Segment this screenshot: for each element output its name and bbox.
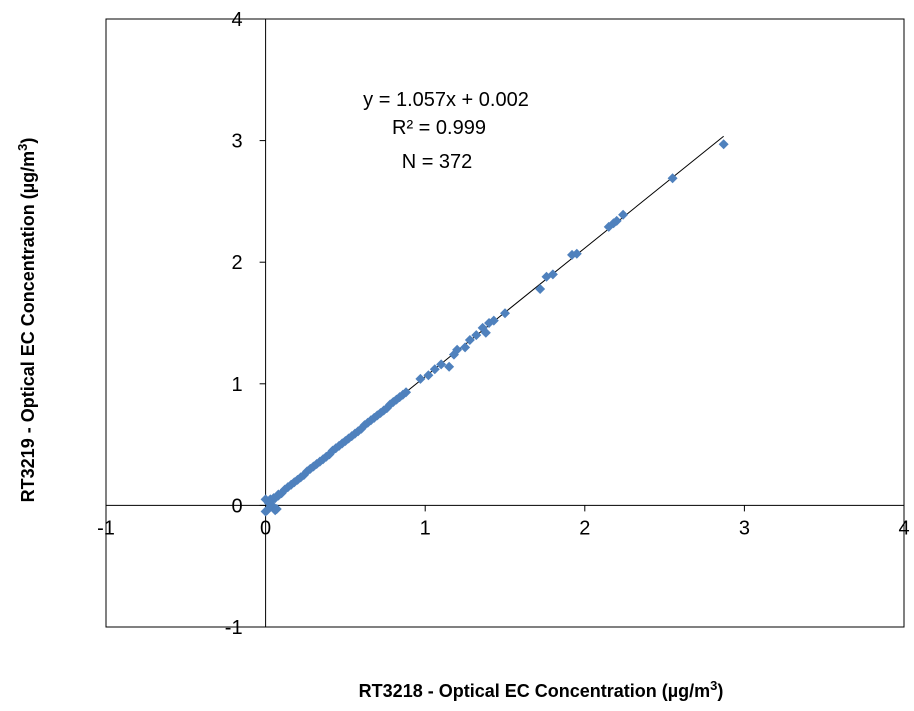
x-axis-label-text: RT3218 - Optical EC Concentration (µg/m	[359, 681, 710, 701]
x-axis-label-superscript: 3	[710, 678, 717, 693]
y-axis-label-superscript: 3	[15, 144, 30, 151]
y-tick-label: 1	[231, 374, 242, 396]
data-point	[611, 215, 622, 226]
n-annotation: N = 372	[402, 151, 473, 173]
equation-annotation: y = 1.057x + 0.002	[363, 89, 529, 111]
x-tick-label: 0	[260, 517, 271, 539]
data-point	[500, 308, 510, 319]
x-axis-label-suffix: )	[717, 681, 723, 701]
data-point	[547, 269, 558, 280]
data-point	[618, 209, 629, 220]
y-axis-label-text: RT3219 - Optical EC Concentration (µg/m	[18, 151, 38, 502]
data-point	[471, 330, 482, 341]
x-tick-label: -1	[97, 517, 115, 539]
data-point	[718, 139, 729, 150]
r-squared-annotation: R² = 0.999	[392, 117, 486, 139]
data-point	[480, 327, 491, 338]
tick-labels: -1 0 1 2 3 4 -1 0 1 2 3 4	[97, 9, 909, 639]
plot-area-border	[105, 18, 905, 628]
data-points	[260, 139, 729, 517]
data-point	[571, 248, 582, 259]
data-point	[401, 387, 412, 398]
x-tick-label: 3	[739, 517, 750, 539]
y-tick-label: 0	[231, 495, 242, 517]
data-point	[452, 344, 463, 355]
y-tick-label: 2	[231, 252, 242, 274]
y-tick-label: 3	[231, 131, 242, 153]
y-tick-label: -1	[225, 617, 243, 639]
data-point	[271, 504, 282, 515]
data-point	[429, 364, 440, 375]
x-axis-label: RT3218 - Optical EC Concentration (µg/m3…	[359, 678, 724, 701]
data-point	[464, 335, 475, 346]
data-point	[488, 315, 499, 326]
data-point	[444, 361, 455, 372]
x-tick-label: 4	[898, 517, 909, 539]
data-point	[436, 359, 447, 370]
y-tick-label: 4	[231, 9, 242, 31]
data-point	[535, 283, 546, 294]
data-point	[415, 373, 426, 384]
y-axis-label: RT3219 - Optical EC Concentration (µg/m3…	[15, 138, 38, 503]
y-axis-label-suffix: )	[18, 138, 38, 144]
data-point	[423, 370, 434, 381]
data-point	[460, 342, 471, 353]
x-tick-label: 2	[579, 517, 590, 539]
data-point	[667, 173, 678, 184]
x-tick-label: 1	[420, 517, 431, 539]
